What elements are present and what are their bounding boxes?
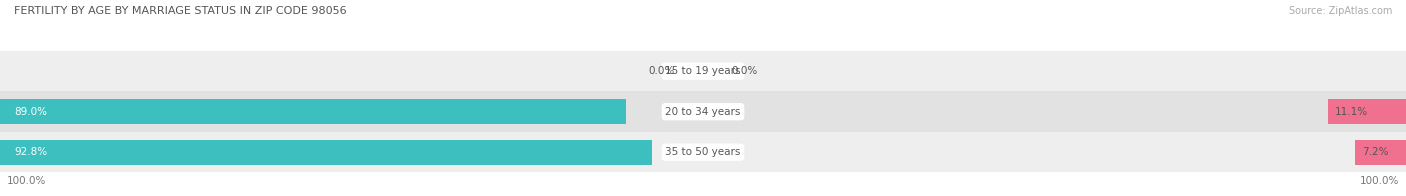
Text: 0.0%: 0.0% bbox=[648, 66, 675, 76]
Text: 20 to 34 years: 20 to 34 years bbox=[665, 107, 741, 117]
Text: 7.2%: 7.2% bbox=[1362, 147, 1389, 157]
Text: 35 to 50 years: 35 to 50 years bbox=[665, 147, 741, 157]
Bar bbox=[0, 92, 1406, 132]
Text: 89.0%: 89.0% bbox=[14, 107, 46, 117]
Text: 11.1%: 11.1% bbox=[1336, 107, 1368, 117]
Bar bbox=[0, 140, 652, 165]
Text: FERTILITY BY AGE BY MARRIAGE STATUS IN ZIP CODE 98056: FERTILITY BY AGE BY MARRIAGE STATUS IN Z… bbox=[14, 6, 347, 16]
Text: 15 to 19 years: 15 to 19 years bbox=[665, 66, 741, 76]
Bar bbox=[0, 99, 626, 124]
Bar bbox=[0, 51, 1406, 92]
Text: 100.0%: 100.0% bbox=[7, 176, 46, 186]
Text: Source: ZipAtlas.com: Source: ZipAtlas.com bbox=[1288, 6, 1392, 16]
Text: 92.8%: 92.8% bbox=[14, 147, 48, 157]
Text: 100.0%: 100.0% bbox=[1360, 176, 1399, 186]
Text: 0.0%: 0.0% bbox=[731, 66, 758, 76]
Bar bbox=[1329, 99, 1406, 124]
Bar bbox=[1355, 140, 1406, 165]
Bar bbox=[0, 132, 1406, 172]
